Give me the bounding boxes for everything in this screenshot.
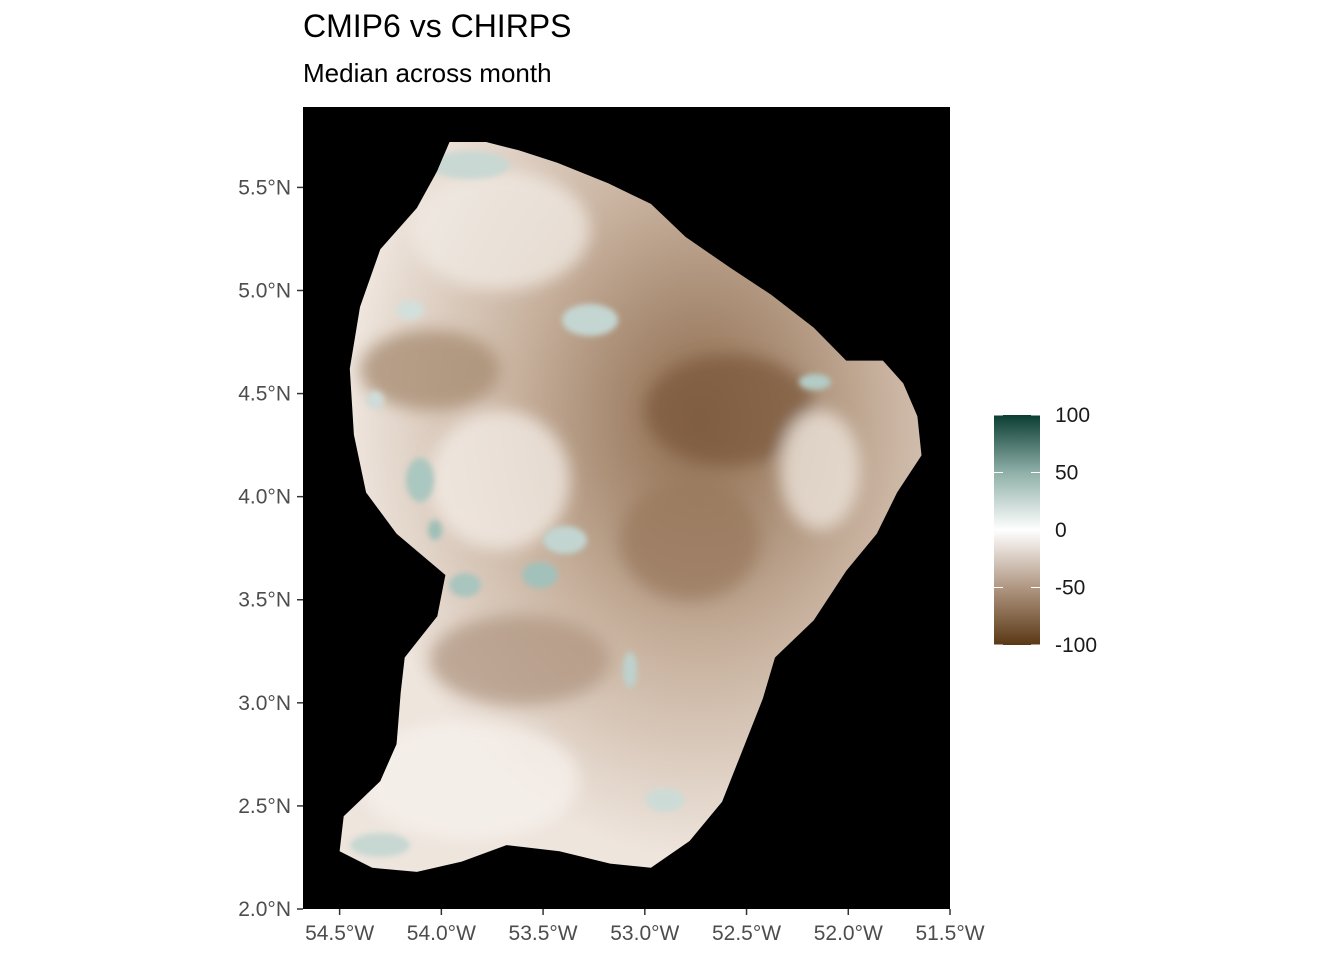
light-patch — [780, 410, 860, 530]
y-tick-label: 3.5°N — [238, 589, 291, 612]
x-tick-label: 52.5°W — [712, 922, 781, 945]
chart-title: CMIP6 vs CHIRPS — [303, 8, 572, 44]
y-tick-label: 4.0°N — [238, 486, 291, 509]
legend-tick-label: -100 — [1055, 634, 1097, 657]
color-legend: 100 50 0 -50 -100 — [994, 404, 1097, 657]
green-patch — [522, 562, 558, 588]
green-patch — [645, 788, 685, 812]
green-patch — [543, 526, 587, 554]
green-patch — [428, 520, 442, 540]
green-patch — [562, 304, 618, 336]
y-axis: 2.0°N 2.5°N 3.0°N 3.5°N 4.0°N 4.5°N 5.0°N 5.5°N — [238, 176, 303, 921]
y-tick-label: 3.0°N — [238, 692, 291, 715]
y-tick-label: 4.5°N — [238, 383, 291, 406]
legend-tick-label: 100 — [1055, 404, 1090, 427]
x-tick-label: 52.0°W — [814, 922, 883, 945]
dark-patch — [430, 615, 610, 705]
light-patch — [430, 410, 570, 550]
green-patch — [396, 300, 424, 320]
light-patch — [360, 720, 580, 840]
light-patch — [410, 170, 590, 290]
green-patch — [430, 151, 510, 179]
green-patch — [449, 573, 481, 597]
x-tick-label: 51.5°W — [915, 922, 984, 945]
guiana-raster — [339, 142, 922, 872]
legend-tick-label: 0 — [1055, 519, 1067, 542]
x-tick-label: 54.0°W — [407, 922, 476, 945]
dark-patch — [620, 480, 760, 600]
y-tick-label: 5.5°N — [238, 176, 291, 199]
x-tick-label: 54.5°W — [305, 922, 374, 945]
x-tick-label: 53.5°W — [509, 922, 578, 945]
legend-tick-label: 50 — [1055, 462, 1078, 485]
green-patch — [366, 391, 384, 409]
chart-subtitle: Median across month — [303, 58, 552, 88]
x-tick-label: 53.0°W — [610, 922, 679, 945]
dark-patch — [645, 355, 815, 465]
y-tick-label: 2.5°N — [238, 795, 291, 818]
dark-patch — [360, 330, 500, 410]
y-tick-label: 5.0°N — [238, 279, 291, 302]
y-tick-label: 2.0°N — [238, 898, 291, 921]
green-patch — [623, 652, 637, 688]
legend-tick-label: -50 — [1055, 577, 1085, 600]
green-patch — [799, 374, 831, 390]
x-axis: 54.5°W 54.0°W 53.5°W 53.0°W 52.5°W 52.0°W 51.5… — [305, 909, 985, 945]
green-patch — [406, 458, 434, 502]
green-patch — [350, 833, 410, 857]
